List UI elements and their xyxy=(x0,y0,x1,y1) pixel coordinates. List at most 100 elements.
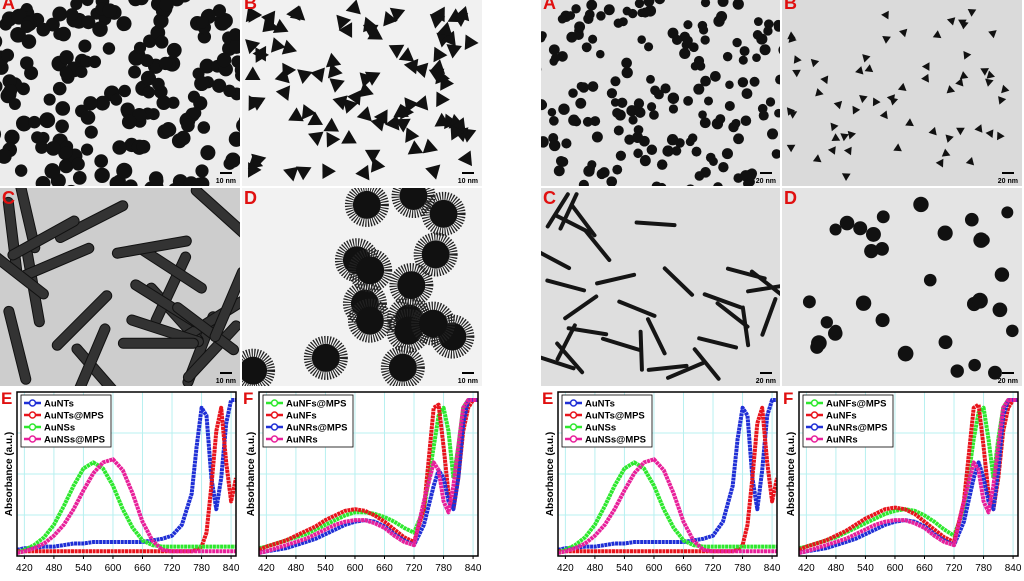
particle xyxy=(348,248,393,293)
particle xyxy=(864,244,879,259)
particle xyxy=(721,148,733,160)
particle xyxy=(731,118,741,128)
particle xyxy=(161,122,176,136)
particle xyxy=(617,97,628,108)
particle xyxy=(116,162,133,179)
particle xyxy=(548,139,561,152)
particle xyxy=(634,220,677,228)
particle xyxy=(433,46,448,63)
particle xyxy=(810,58,820,68)
chart-title: E xyxy=(542,389,553,408)
particle xyxy=(759,44,771,56)
particle xyxy=(329,78,345,93)
particle xyxy=(118,84,131,98)
particle xyxy=(35,176,51,186)
legend-marker xyxy=(28,399,37,407)
x-tick-label: 840 xyxy=(223,563,240,574)
scale-bar xyxy=(760,172,772,174)
particle xyxy=(606,176,618,186)
particle xyxy=(686,184,695,186)
particle xyxy=(698,110,707,119)
tem-panel: B 10 nm xyxy=(242,0,482,186)
particle xyxy=(44,163,61,179)
particle xyxy=(196,16,209,29)
particle xyxy=(631,131,644,143)
particle xyxy=(20,20,34,33)
x-tick-label: 420 xyxy=(798,563,815,574)
particle xyxy=(541,99,547,111)
particle xyxy=(585,164,595,174)
particle xyxy=(228,38,240,54)
particle xyxy=(322,163,336,179)
particle xyxy=(389,7,406,23)
particle xyxy=(541,31,546,41)
particle xyxy=(169,183,181,186)
particle xyxy=(347,90,362,106)
particle xyxy=(440,75,454,91)
particle xyxy=(172,302,240,356)
particle xyxy=(341,130,357,144)
legend-label: AuNRs xyxy=(286,435,318,446)
particle xyxy=(992,302,1008,318)
legend-marker xyxy=(270,435,279,443)
particle xyxy=(288,107,304,122)
particle xyxy=(935,158,944,168)
particle xyxy=(7,215,80,261)
particle xyxy=(117,337,199,349)
particle xyxy=(515,68,526,79)
particle xyxy=(578,179,589,186)
legend-marker xyxy=(569,399,578,407)
particle xyxy=(446,44,462,59)
particle xyxy=(223,84,236,98)
scale-bar xyxy=(1002,372,1014,374)
particle xyxy=(705,152,716,163)
legend-label: AuNTs xyxy=(44,399,74,410)
particle xyxy=(739,46,750,57)
particle xyxy=(683,20,693,30)
particle xyxy=(441,30,456,47)
particle xyxy=(740,115,752,127)
particle xyxy=(699,117,711,129)
particle xyxy=(355,306,384,335)
particle xyxy=(853,221,868,236)
particle xyxy=(190,188,240,243)
particle xyxy=(142,86,155,99)
particle xyxy=(429,199,458,228)
tem-panel: A 20 nm xyxy=(513,0,780,186)
particle xyxy=(513,108,522,117)
particle xyxy=(216,52,232,68)
y-axis-label: Absorbance (a.u.) xyxy=(4,432,15,516)
particle xyxy=(812,154,822,163)
x-tick-label: 540 xyxy=(317,563,334,574)
particle xyxy=(946,85,956,94)
particle xyxy=(679,47,691,60)
particle xyxy=(603,4,615,16)
legend-marker xyxy=(569,423,578,431)
particle xyxy=(950,364,964,378)
particle xyxy=(394,316,423,345)
particle xyxy=(347,298,392,343)
particle xyxy=(457,150,472,167)
particle xyxy=(182,320,240,383)
legend-label: AuNFs@MPS xyxy=(286,399,346,410)
particle xyxy=(383,11,398,27)
particle xyxy=(897,345,914,362)
particle xyxy=(893,143,902,152)
chart-title: F xyxy=(783,389,793,408)
chart: 420 480 540 600 660 720 780 840 Absorbance (a.u.… xyxy=(542,389,781,574)
particle xyxy=(398,47,415,62)
x-tick-label: 420 xyxy=(258,563,275,574)
particle xyxy=(988,365,1002,380)
panel-label: D xyxy=(244,188,257,208)
particle xyxy=(549,116,559,126)
particle xyxy=(51,290,113,351)
particle xyxy=(841,173,851,181)
particle xyxy=(626,105,638,117)
particle xyxy=(425,164,441,180)
x-tick-label: 720 xyxy=(406,563,423,574)
particle xyxy=(568,114,580,126)
particle xyxy=(311,343,340,372)
particle xyxy=(827,146,836,155)
particle xyxy=(380,345,425,386)
particle xyxy=(550,53,561,63)
